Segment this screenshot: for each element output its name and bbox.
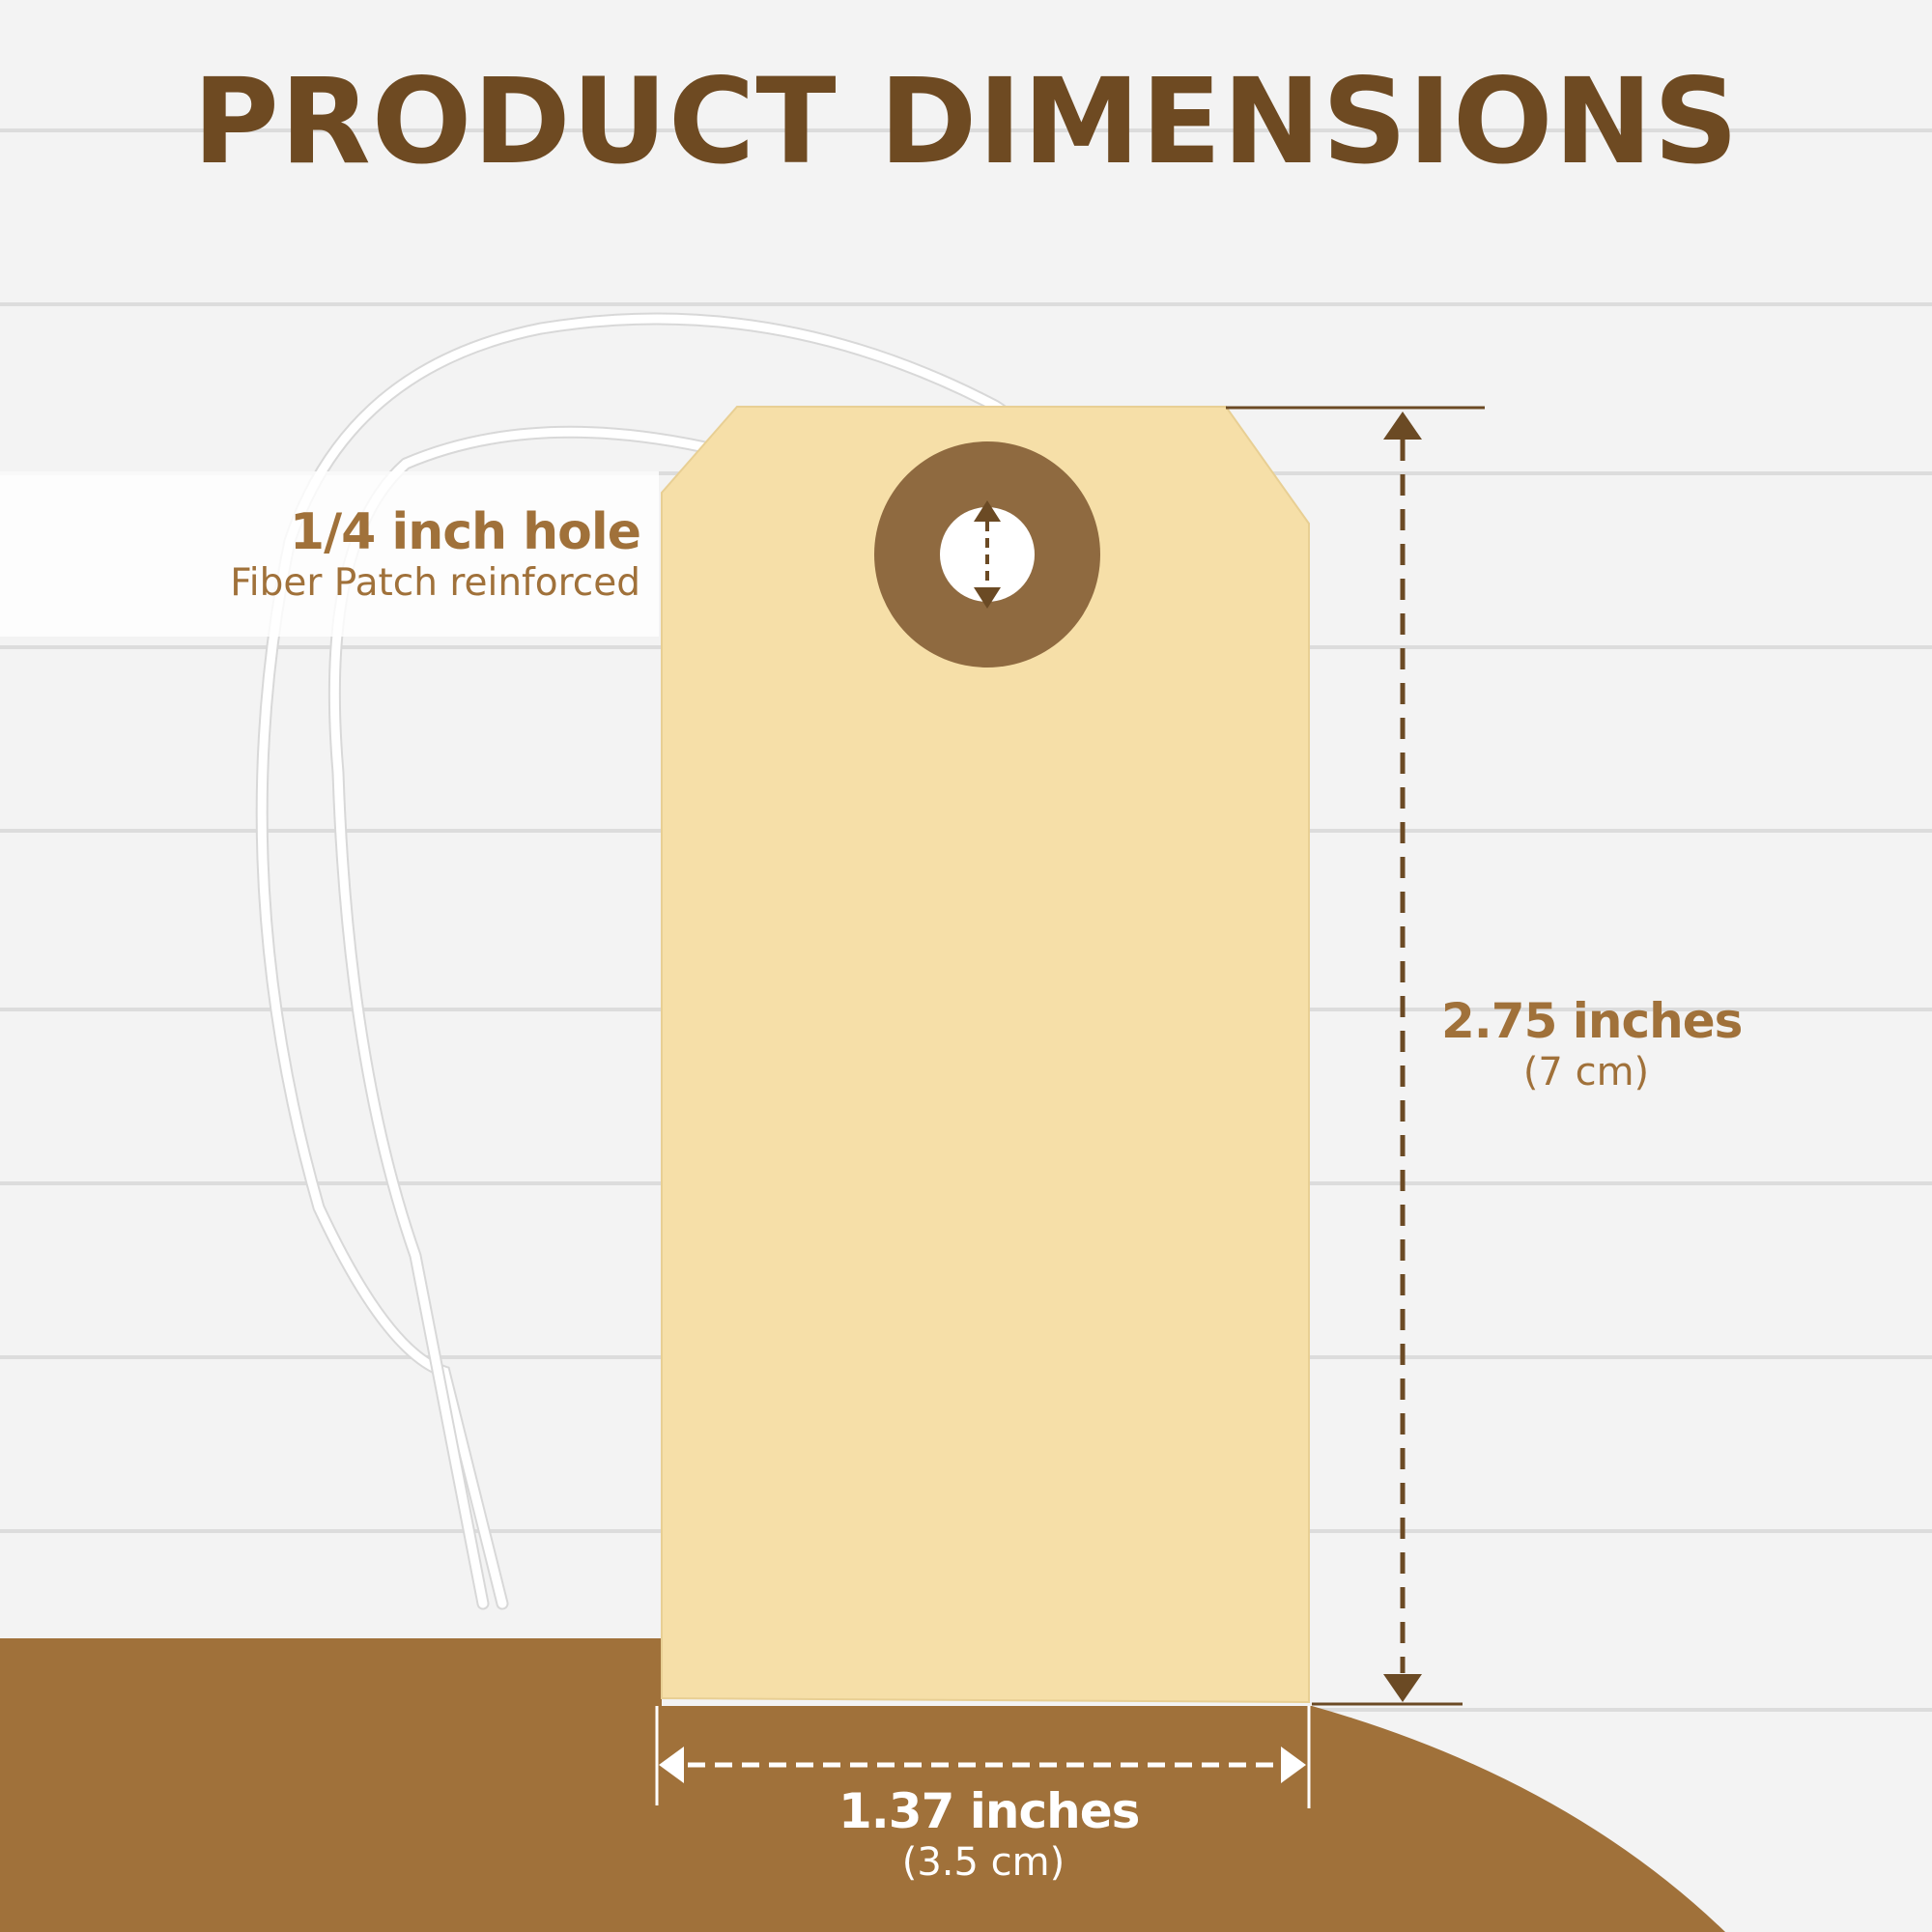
page-title: PRODUCT DIMENSIONS — [192, 53, 1740, 190]
height-imperial: 2.75 inches — [1441, 993, 1743, 1049]
brown-bottom-band — [0, 1638, 1725, 1932]
hole-callout: 1/4 inch hole Fiber Patch reinforced — [230, 502, 641, 605]
hole-callout-panel — [0, 471, 659, 637]
hole-detail-label: Fiber Patch reinforced — [230, 561, 640, 605]
width-imperial: 1.37 inches — [838, 1783, 1140, 1839]
width-label: 1.37 inches (3.5 cm) — [838, 1783, 1140, 1886]
width-dimension-line — [655, 1706, 1311, 1808]
hole-size-label: 1/4 inch hole — [289, 503, 641, 561]
height-label: 2.75 inches (7 cm) — [1441, 993, 1743, 1095]
height-dimension-line — [1226, 406, 1485, 1706]
height-metric: (7 cm) — [1522, 1050, 1650, 1094]
width-metric: (3.5 cm) — [901, 1840, 1065, 1885]
hole-dimension-arrow — [974, 500, 1001, 609]
